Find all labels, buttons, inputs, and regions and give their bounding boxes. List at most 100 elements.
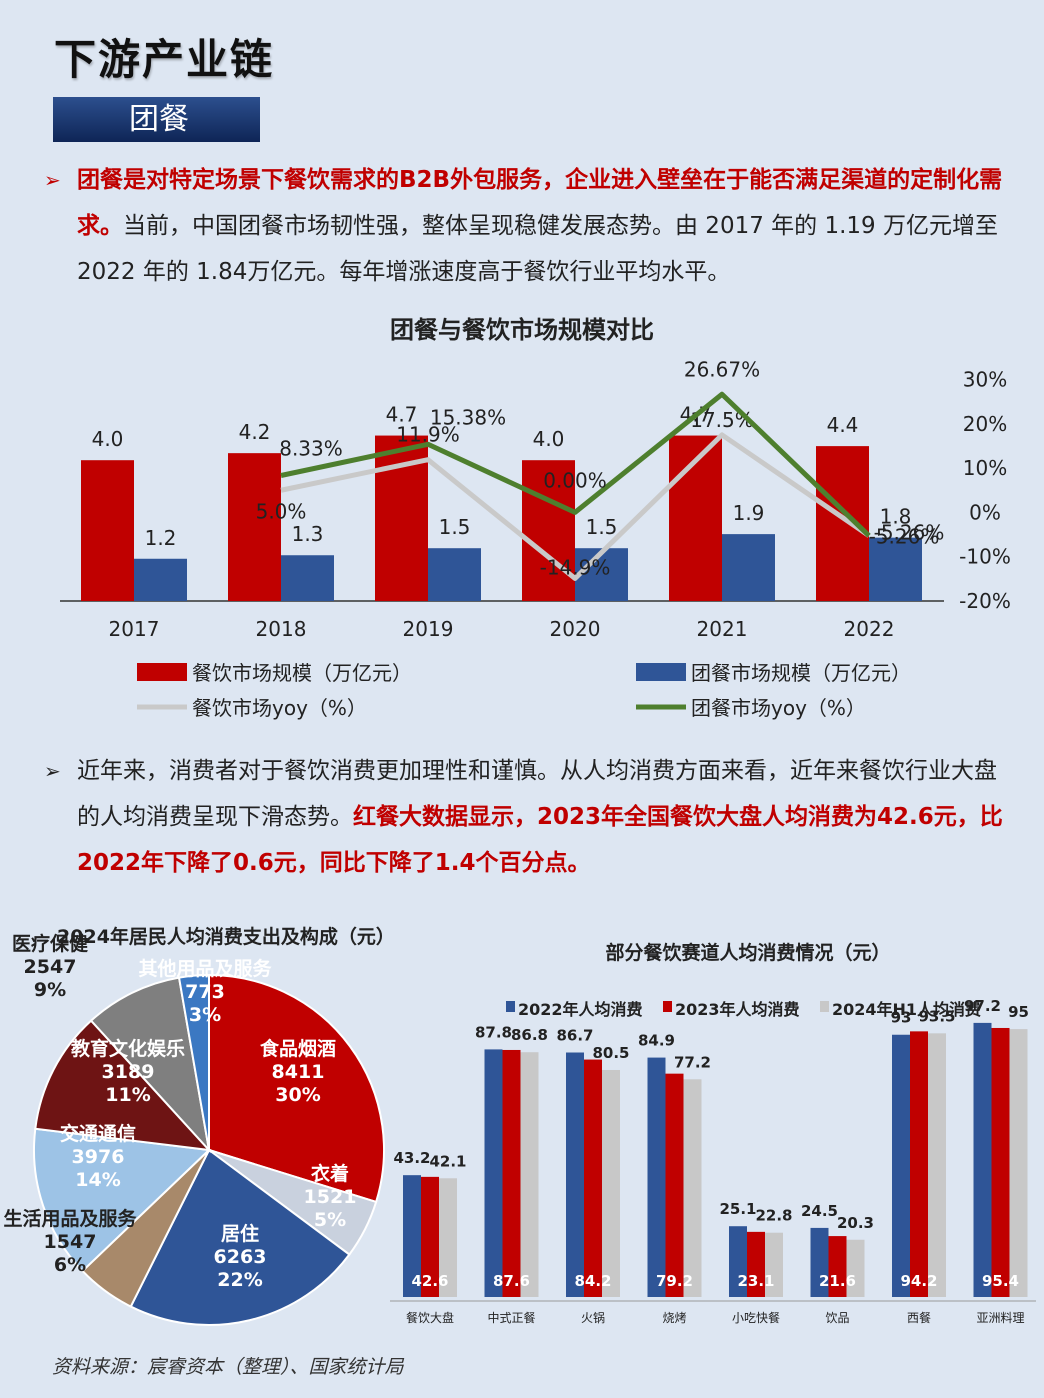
pie-label-居住-2: 22% (217, 1269, 262, 1291)
pie-label-食品烟酒-1: 8411 (272, 1061, 325, 1083)
legend3-label-2: 2024年H1人均消费 (832, 1000, 981, 1019)
bar3-top-left-餐饮大盘: 43.2 (393, 1149, 430, 1167)
x-tick-2022: 2022 (844, 617, 895, 641)
label-group-meal-2022: 1.8 (880, 505, 912, 529)
bar3-top-right-餐饮大盘: 42.1 (429, 1152, 466, 1170)
yoy-catering-2018: 5.0% (256, 499, 307, 523)
y2-tick-0%: 0% (969, 500, 1001, 524)
label-group-meal-2019: 1.5 (439, 515, 471, 539)
label-group-meal-2017: 1.2 (145, 526, 177, 550)
bar3-inner-餐饮大盘: 42.6 (411, 1272, 448, 1290)
bar3-亚洲料理-2 (1009, 1029, 1028, 1297)
bar3-小吃快餐-0 (729, 1226, 747, 1297)
bar3-top-left-火锅: 86.7 (556, 1027, 593, 1045)
bar3-小吃快餐-1 (747, 1231, 765, 1297)
bullet-arrow-icon: ➢ (44, 759, 61, 783)
bar3-top-left-小吃快餐: 25.1 (719, 1200, 756, 1218)
bar3-饮品-2 (846, 1239, 865, 1297)
x-tick-2021: 2021 (697, 617, 748, 641)
x3-tick-烧烤: 烧烤 (662, 1310, 686, 1325)
bar-group-meal-2022 (869, 537, 922, 601)
para1-highlight: 团餐是对特定场景下餐饮需求的B2B外包服务，企业进入壁垒在于能否满足渠道的定制化… (77, 167, 1003, 239)
page-title: 下游产业链 (54, 35, 275, 84)
pie-label-食品烟酒-2: 30% (275, 1084, 320, 1106)
pie-slice-医疗保健 (89, 976, 211, 1154)
bar3-top-right-西餐: 93.5 (918, 1007, 955, 1025)
label-catering-2019: 4.7 (386, 403, 418, 427)
legend-label-0: 餐饮市场规模（万亿元） (192, 661, 412, 685)
pie-label-其他用品及服务-0: 其他用品及服务 (138, 957, 272, 980)
bullet-arrow-icon: ➢ (44, 168, 61, 192)
x3-tick-西餐: 西餐 (907, 1310, 931, 1325)
line-group-meal-yoy (280, 391, 871, 538)
x-tick-2017: 2017 (109, 617, 160, 641)
legend3-swatch-1 (663, 1001, 672, 1012)
pie-label-生活用品及服务-1: 1547 (44, 1231, 97, 1253)
bar3-inner-西餐: 94.2 (900, 1272, 937, 1290)
x-tick-2020: 2020 (550, 617, 601, 641)
label-catering-2020: 4.0 (533, 427, 565, 451)
pie-label-居住-0: 居住 (221, 1222, 259, 1245)
per-capita-bar-chart: 部分餐饮赛道人均消费情况（元） 2022年人均消费 2023年人均消费 2024年H1… (390, 941, 1036, 1325)
bar3-中式正餐-0 (484, 1049, 503, 1297)
pie-slice-食品烟酒 (208, 973, 385, 1204)
bar3-火锅-1 (584, 1059, 602, 1297)
yoy-group-meal-2019: 15.38% (430, 405, 506, 429)
label-group-meal-2018: 1.3 (292, 522, 324, 546)
pie-label-教育文化娱乐-2: 11% (105, 1084, 150, 1106)
line-catering-yoy (280, 432, 871, 581)
bar3-餐饮大盘-0 (403, 1175, 421, 1297)
para2-highlight: 红餐大数据显示，2023年全国餐饮大盘人均消费为42.6元，比2022年下降了0… (77, 804, 1003, 876)
bar3-top-left-亚洲料理: 97.2 (964, 997, 1001, 1015)
legend3-label-0: 2022年人均消费 (518, 1000, 643, 1019)
bar3-top-right-中式正餐: 86.8 (511, 1026, 548, 1044)
legend-label-1: 团餐市场规模（万亿元） (691, 661, 911, 685)
bar-catering-2020 (522, 460, 575, 601)
para2-text: 近年来，消费者对于餐饮消费更加理性和谨慎。从人均消费方面来看，近年来餐饮行业大盘… (77, 758, 997, 830)
label-catering-2017: 4.0 (92, 427, 124, 451)
pie-label-生活用品及服务-2: 6% (54, 1254, 86, 1276)
yoy-group-meal-2018: 8.33% (279, 436, 343, 460)
yoy-catering-2022: -5.26% (869, 525, 940, 549)
bar3-inner-亚洲料理: 95.4 (982, 1272, 1019, 1290)
paragraph-1: ➢ 团餐是对特定场景下餐饮需求的B2B外包服务，企业进入壁垒在于能否满足渠道的定… (44, 157, 1019, 295)
bar3-inner-中式正餐: 87.6 (493, 1272, 530, 1290)
bar3-inner-饮品: 21.6 (819, 1272, 856, 1290)
bar3-餐饮大盘-2 (439, 1178, 457, 1297)
legend3-label-1: 2023年人均消费 (675, 1000, 800, 1019)
bar3-inner-火锅: 84.2 (574, 1272, 611, 1290)
y2-tick--20%: -20% (959, 589, 1011, 613)
bar-group-meal-2017 (134, 558, 187, 601)
label-catering-2018: 4.2 (239, 420, 271, 444)
bar3-火锅-2 (602, 1069, 620, 1297)
pie-label-医疗保健-2: 9% (34, 979, 66, 1001)
x3-tick-亚洲料理: 亚洲料理 (976, 1311, 1024, 1325)
bar-group-meal-2020 (575, 548, 628, 601)
bar3-亚洲料理-0 (973, 1022, 992, 1297)
bar-group-meal-2021 (722, 534, 775, 601)
chart3-title: 部分餐饮赛道人均消费情况（元） (605, 941, 890, 964)
pie-label-其他用品及服务-1: 773 (185, 981, 225, 1003)
legend3-swatch-2 (820, 1001, 829, 1012)
legend-label-3: 团餐市场yoy（%） (691, 696, 866, 720)
bar3-top-right-火锅: 80.5 (592, 1044, 629, 1062)
pie-slice-其他用品及服务 (177, 973, 210, 1151)
pie-label-生活用品及服务-0: 生活用品及服务 (3, 1207, 137, 1230)
legend-swatch-0 (137, 663, 187, 681)
bar3-top-right-饮品: 20.3 (837, 1214, 874, 1232)
bar3-inner-小吃快餐: 23.1 (737, 1272, 774, 1290)
x3-tick-小吃快餐: 小吃快餐 (732, 1310, 780, 1325)
pie-label-教育文化娱乐-1: 3189 (102, 1061, 155, 1083)
pie-label-医疗保健-1: 2547 (24, 956, 77, 978)
x-tick-2018: 2018 (256, 617, 307, 641)
bar-catering-2022 (816, 446, 869, 601)
pie-label-医疗保健-0: 医疗保健 (12, 932, 88, 955)
bar-group-meal-2018 (281, 555, 334, 601)
bar3-烧烤-2 (683, 1079, 702, 1297)
chart2-title: 2024年居民人均消费支出及构成（元） (57, 925, 395, 948)
pie-label-教育文化娱乐-0: 教育文化娱乐 (71, 1037, 185, 1060)
pie-label-交通通信-1: 3976 (72, 1146, 125, 1168)
y2-tick-10%: 10% (963, 456, 1007, 480)
y2-tick-30%: 30% (963, 368, 1007, 392)
